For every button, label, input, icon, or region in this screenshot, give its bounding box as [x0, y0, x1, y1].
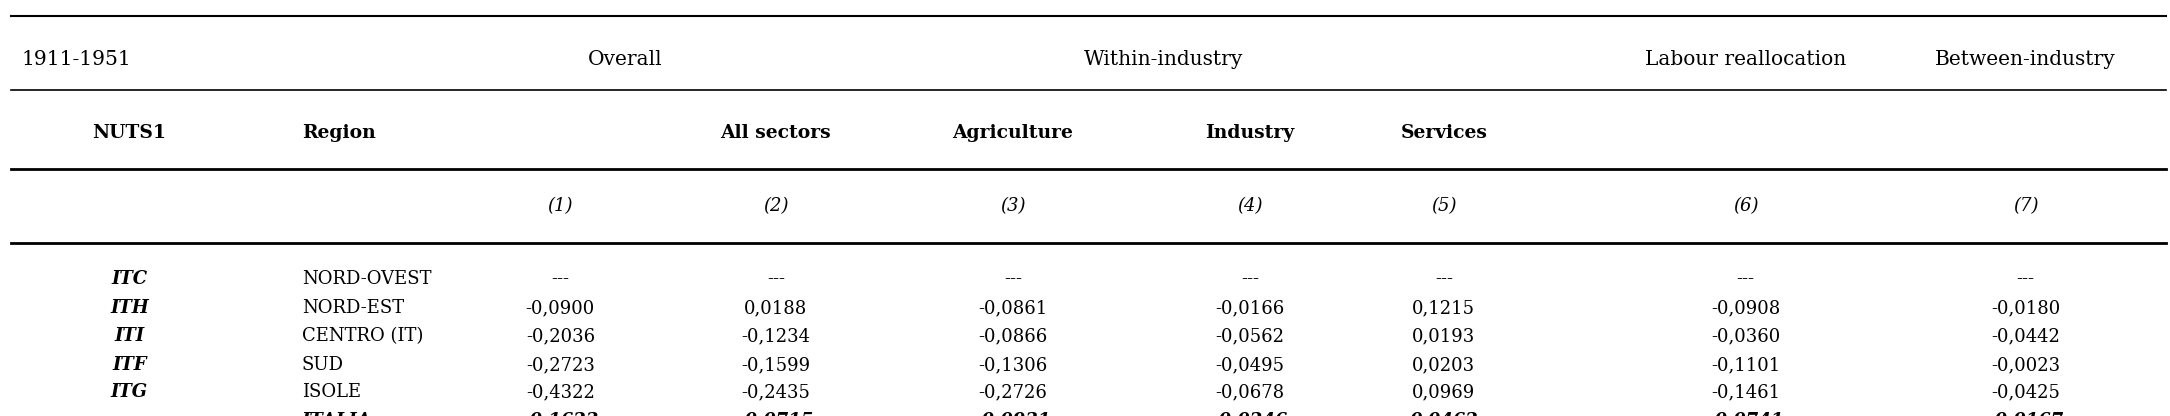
Text: ISOLE: ISOLE [302, 383, 360, 401]
Text: Services: Services [1400, 124, 1486, 141]
Text: ---: --- [551, 270, 569, 288]
Text: -0,1306: -0,1306 [979, 356, 1048, 374]
Text: ---: --- [2016, 270, 2035, 288]
Text: ITI: ITI [115, 327, 145, 345]
Text: -0,1623: -0,1623 [523, 412, 599, 416]
Text: -0,0678: -0,0678 [1215, 383, 1285, 401]
Text: 0,0203: 0,0203 [1413, 356, 1476, 374]
Text: CENTRO (IT): CENTRO (IT) [302, 327, 423, 345]
Text: (2): (2) [764, 197, 788, 215]
Text: NORD-OVEST: NORD-OVEST [302, 270, 432, 288]
Text: -0,0166: -0,0166 [1215, 299, 1285, 317]
Text: -0,0908: -0,0908 [1710, 299, 1779, 317]
Text: 0,0462: 0,0462 [1410, 412, 1478, 416]
Text: ---: --- [1241, 270, 1259, 288]
Text: -0,0900: -0,0900 [525, 299, 595, 317]
Text: 0,0969: 0,0969 [1413, 383, 1476, 401]
Text: -0,0715: -0,0715 [738, 412, 814, 416]
Text: -0,1234: -0,1234 [742, 327, 809, 345]
Text: -0,0167: -0,0167 [1988, 412, 2064, 416]
Text: Agriculture: Agriculture [953, 124, 1074, 141]
Text: (5): (5) [1430, 197, 1456, 215]
Text: 0,0193: 0,0193 [1413, 327, 1476, 345]
Text: -0,0360: -0,0360 [1710, 327, 1779, 345]
Text: Overall: Overall [588, 50, 662, 69]
Text: ITH: ITH [111, 299, 150, 317]
Text: -0,0425: -0,0425 [1992, 383, 2059, 401]
Text: -0,2435: -0,2435 [742, 383, 809, 401]
Text: -0,2726: -0,2726 [979, 383, 1048, 401]
Text: (1): (1) [547, 197, 573, 215]
Text: SUD: SUD [302, 356, 343, 374]
Text: -0,0931: -0,0931 [974, 412, 1050, 416]
Text: -0,0495: -0,0495 [1215, 356, 1285, 374]
Text: 1911-1951: 1911-1951 [22, 50, 132, 69]
Text: NORD-EST: NORD-EST [302, 299, 404, 317]
Text: (6): (6) [1732, 197, 1758, 215]
Text: -0,0442: -0,0442 [1992, 327, 2059, 345]
Text: ITF: ITF [113, 356, 148, 374]
Text: ---: --- [1434, 270, 1452, 288]
Text: -0,1599: -0,1599 [742, 356, 809, 374]
Text: Within-industry: Within-industry [1085, 50, 1243, 69]
Text: ---: --- [1736, 270, 1756, 288]
Text: (7): (7) [2014, 197, 2038, 215]
Text: ---: --- [1005, 270, 1022, 288]
Text: Labour reallocation: Labour reallocation [1645, 50, 1847, 69]
Text: -0,4322: -0,4322 [525, 383, 595, 401]
Text: All sectors: All sectors [720, 124, 831, 141]
Text: ---: --- [766, 270, 786, 288]
Text: -0,0023: -0,0023 [1992, 356, 2059, 374]
Text: Industry: Industry [1204, 124, 1295, 141]
Text: (4): (4) [1237, 197, 1263, 215]
Text: -0,0861: -0,0861 [979, 299, 1048, 317]
Text: Region: Region [302, 124, 375, 141]
Text: -0,0246: -0,0246 [1211, 412, 1289, 416]
Text: -0,0562: -0,0562 [1215, 327, 1285, 345]
Text: ITG: ITG [111, 383, 148, 401]
Text: 0,0188: 0,0188 [744, 299, 807, 317]
Text: (3): (3) [1000, 197, 1026, 215]
Text: ITC: ITC [111, 270, 148, 288]
Text: -0,1101: -0,1101 [1710, 356, 1779, 374]
Text: -0,1461: -0,1461 [1710, 383, 1779, 401]
Text: Between-industry: Between-industry [1936, 50, 2116, 69]
Text: -0,0180: -0,0180 [1990, 299, 2059, 317]
Text: -0,0741: -0,0741 [1708, 412, 1784, 416]
Text: -0,2036: -0,2036 [525, 327, 595, 345]
Text: 0,1215: 0,1215 [1413, 299, 1476, 317]
Text: -0,0866: -0,0866 [979, 327, 1048, 345]
Text: NUTS1: NUTS1 [93, 124, 167, 141]
Text: ITALIA: ITALIA [302, 412, 371, 416]
Text: -0,2723: -0,2723 [525, 356, 595, 374]
